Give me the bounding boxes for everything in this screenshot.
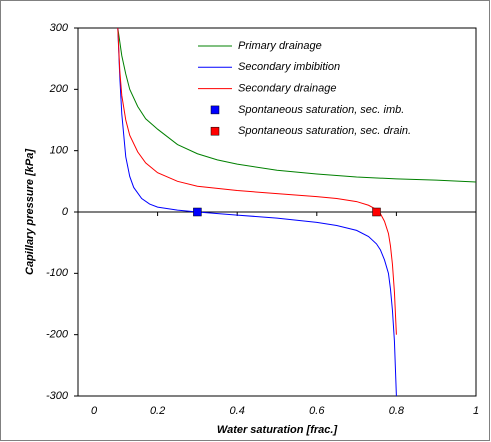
legend-label: Secondary imbibition bbox=[238, 61, 340, 73]
y-tick-label: 100 bbox=[50, 145, 69, 157]
series-line bbox=[117, 27, 397, 397]
x-tick-label: 0.6 bbox=[309, 405, 325, 417]
x-tick-label: 0 bbox=[91, 405, 98, 417]
x-tick-label: 0.8 bbox=[389, 405, 405, 417]
legend-label: Secondary drainage bbox=[238, 83, 336, 95]
legend-label: Primary drainage bbox=[238, 40, 322, 52]
y-tick-label: -100 bbox=[46, 267, 69, 279]
y-tick-label: -300 bbox=[46, 390, 69, 402]
x-tick-label: 1 bbox=[473, 405, 479, 417]
y-tick-label: 300 bbox=[50, 22, 69, 34]
y-axis-title: Capillary pressure [kPa] bbox=[24, 149, 36, 275]
y-tick-label: -200 bbox=[46, 329, 69, 341]
legend-label: Spontaneous saturation, sec. drain. bbox=[238, 125, 411, 137]
y-tick-label: 200 bbox=[49, 83, 69, 95]
legend-label: Spontaneous saturation, sec. imb. bbox=[238, 104, 404, 116]
scatter-point bbox=[193, 207, 202, 217]
x-tick-label: 0.4 bbox=[230, 405, 245, 417]
x-tick-label: 0.2 bbox=[150, 405, 165, 417]
series-line bbox=[117, 27, 397, 335]
scatter-point bbox=[372, 207, 381, 217]
y-tick-label: 0 bbox=[62, 206, 69, 218]
x-axis-title: Water saturation [frac.] bbox=[217, 424, 338, 436]
series-line bbox=[117, 27, 477, 183]
legend-marker bbox=[210, 105, 220, 115]
legend-marker bbox=[210, 126, 220, 136]
